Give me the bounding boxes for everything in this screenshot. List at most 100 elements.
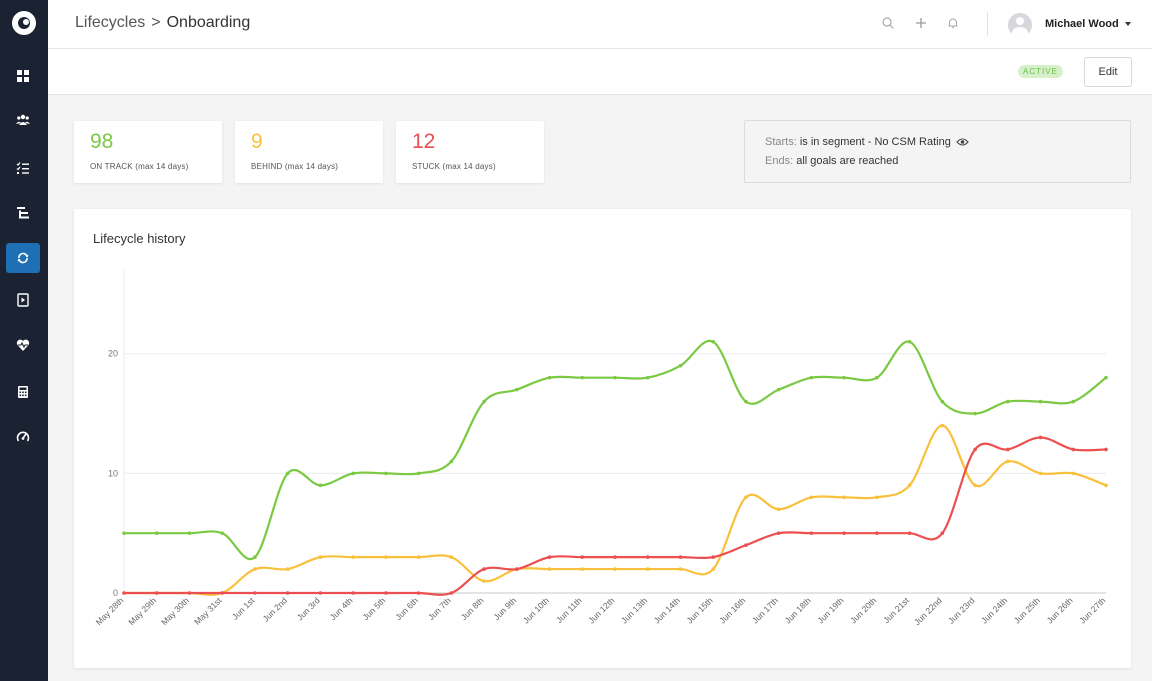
series-point (154, 531, 159, 535)
lifecycle-rules: Starts: is in segment - No CSM Rating En… (744, 120, 1131, 183)
series-point (973, 447, 977, 452)
x-tick-label: Jun 26th (1045, 595, 1075, 625)
breadcrumb-separator: > (151, 14, 161, 31)
sidebar-item-speedometer[interactable] (6, 422, 40, 452)
series-point (776, 507, 781, 512)
x-tick-label: May 28th (94, 595, 126, 627)
series-point (973, 411, 977, 416)
x-tick-label: Jun 23rd (946, 595, 977, 626)
series-point (809, 495, 814, 500)
series-point (285, 591, 290, 595)
top-bar: Lifecycles > Onboarding Michael Wood (48, 0, 1152, 49)
x-tick-label: Jun 15th (684, 595, 714, 625)
series-point (384, 471, 388, 476)
dashboard-grid-icon (17, 70, 29, 82)
series-point (351, 591, 355, 595)
series-point (1006, 459, 1010, 464)
starts-label: Starts: (765, 136, 797, 148)
x-tick-label: Jun 11th (554, 595, 584, 625)
status-badge: ACTIVE (1018, 65, 1063, 78)
series-point (809, 375, 814, 380)
y-tick-label: 20 (108, 349, 118, 359)
user-name[interactable]: Michael Wood (1045, 18, 1119, 30)
x-tick-label: Jun 3rd (295, 595, 322, 622)
x-tick-label: Jun 13th (619, 595, 649, 625)
breadcrumb-lifecycles-link[interactable]: Lifecycles (75, 14, 146, 31)
stat-value-on-track: 98 (90, 130, 114, 153)
eye-icon[interactable] (956, 137, 969, 147)
series-point (613, 567, 617, 571)
series-point (154, 591, 159, 595)
speedometer-icon (16, 431, 30, 442)
series-point (122, 591, 126, 595)
sidebar-item-calculator[interactable] (6, 377, 40, 407)
y-tick-label: 10 (108, 468, 118, 478)
series-point (711, 567, 715, 571)
sidebar-item-users[interactable] (6, 105, 40, 135)
x-tick-label: May 30th (159, 595, 191, 627)
x-tick-label: Jun 21st (881, 595, 911, 625)
x-tick-label: Jun 9th (491, 595, 518, 622)
series-point (220, 591, 224, 595)
series-point (351, 555, 355, 559)
caret-down-icon[interactable] (1125, 22, 1131, 26)
y-tick-label: 0 (113, 588, 118, 598)
top-bar-divider (987, 12, 988, 36)
series-point (940, 423, 945, 428)
series-point (875, 531, 879, 535)
sidebar-item-tasks[interactable] (6, 153, 40, 183)
series-point (122, 531, 126, 535)
x-tick-label: Jun 8th (459, 595, 486, 622)
series-point (515, 567, 519, 571)
stat-value-stuck: 12 (412, 130, 436, 153)
chart-title: Lifecycle history (93, 231, 186, 246)
sidebar-item-lifecycles[interactable] (6, 243, 40, 273)
customer-logo-icon[interactable] (12, 11, 36, 35)
health-heart-icon (16, 339, 30, 351)
x-tick-label: Jun 24th (979, 595, 1009, 625)
x-tick-label: Jun 1st (230, 595, 257, 622)
sidebar-item-health[interactable] (6, 330, 40, 360)
sidebar-item-dashboard[interactable] (6, 61, 40, 91)
edit-button[interactable]: Edit (1084, 57, 1132, 87)
series-point (253, 567, 257, 571)
sidebar-item-hierarchy[interactable] (6, 198, 40, 228)
series-point (515, 387, 519, 392)
series-point (776, 387, 781, 392)
action-bar: ACTIVE Edit (48, 49, 1152, 95)
series-point (842, 495, 846, 500)
bell-icon[interactable] (946, 16, 960, 30)
x-tick-label: Jun 17th (750, 595, 780, 625)
series-point (1071, 447, 1076, 452)
series-point (645, 375, 650, 380)
series-point (482, 579, 486, 583)
series-point (1038, 471, 1043, 476)
x-tick-label: Jun 2nd (261, 595, 290, 624)
series-point (645, 567, 650, 571)
plus-icon[interactable] (914, 16, 928, 30)
sidebar-item-playbooks[interactable] (6, 285, 40, 315)
x-tick-label: Jun 12th (586, 595, 616, 625)
series-point (907, 339, 912, 344)
series-point (940, 399, 945, 404)
series-point (580, 375, 585, 380)
series-point (907, 531, 912, 535)
series-point (1006, 447, 1010, 452)
series-line (123, 339, 1107, 561)
series-point (351, 471, 355, 476)
series-point (842, 531, 846, 535)
x-tick-label: Jun 22nd (912, 595, 944, 627)
series-point (253, 591, 257, 595)
series-point (711, 339, 715, 344)
search-icon[interactable] (881, 16, 895, 30)
series-point (1104, 483, 1108, 488)
series-point (449, 459, 454, 464)
starts-rule: Starts: is in segment - No CSM Rating (765, 136, 969, 148)
avatar[interactable] (1008, 13, 1032, 37)
x-tick-label: Jun 19th (815, 595, 845, 625)
stat-card-on-track: 98 ON TRACK (max 14 days) (74, 121, 222, 183)
series-point (285, 567, 290, 571)
stat-card-behind: 9 BEHIND (max 14 days) (235, 121, 383, 183)
x-tick-label: Jun 16th (717, 595, 747, 625)
